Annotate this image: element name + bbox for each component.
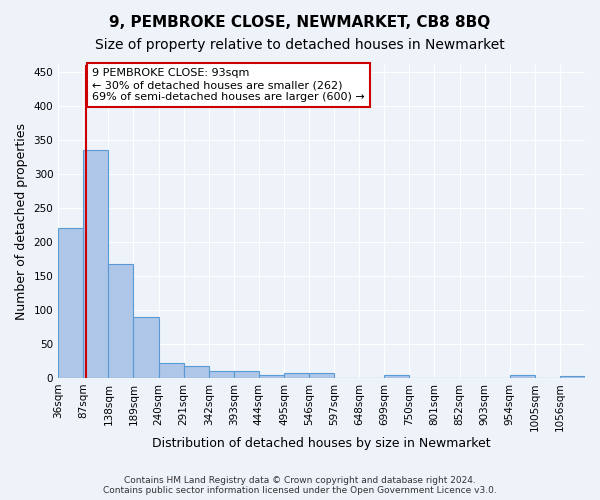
- Bar: [209, 371, 234, 378]
- Bar: [158, 363, 184, 378]
- Text: 9, PEMBROKE CLOSE, NEWMARKET, CB8 8BQ: 9, PEMBROKE CLOSE, NEWMARKET, CB8 8BQ: [109, 15, 491, 30]
- Y-axis label: Number of detached properties: Number of detached properties: [15, 123, 28, 320]
- Bar: [58, 228, 83, 378]
- Bar: [109, 264, 133, 378]
- Bar: [184, 366, 209, 378]
- Text: 9 PEMBROKE CLOSE: 93sqm
← 30% of detached houses are smaller (262)
69% of semi-d: 9 PEMBROKE CLOSE: 93sqm ← 30% of detache…: [92, 68, 365, 102]
- Bar: [83, 150, 109, 378]
- X-axis label: Distribution of detached houses by size in Newmarket: Distribution of detached houses by size …: [152, 437, 491, 450]
- Bar: [510, 374, 535, 378]
- Text: Size of property relative to detached houses in Newmarket: Size of property relative to detached ho…: [95, 38, 505, 52]
- Bar: [309, 373, 334, 378]
- Bar: [259, 374, 284, 378]
- Bar: [234, 371, 259, 378]
- Bar: [133, 316, 158, 378]
- Bar: [560, 376, 585, 378]
- Text: Contains HM Land Registry data © Crown copyright and database right 2024.
Contai: Contains HM Land Registry data © Crown c…: [103, 476, 497, 495]
- Bar: [284, 373, 309, 378]
- Bar: [385, 374, 409, 378]
